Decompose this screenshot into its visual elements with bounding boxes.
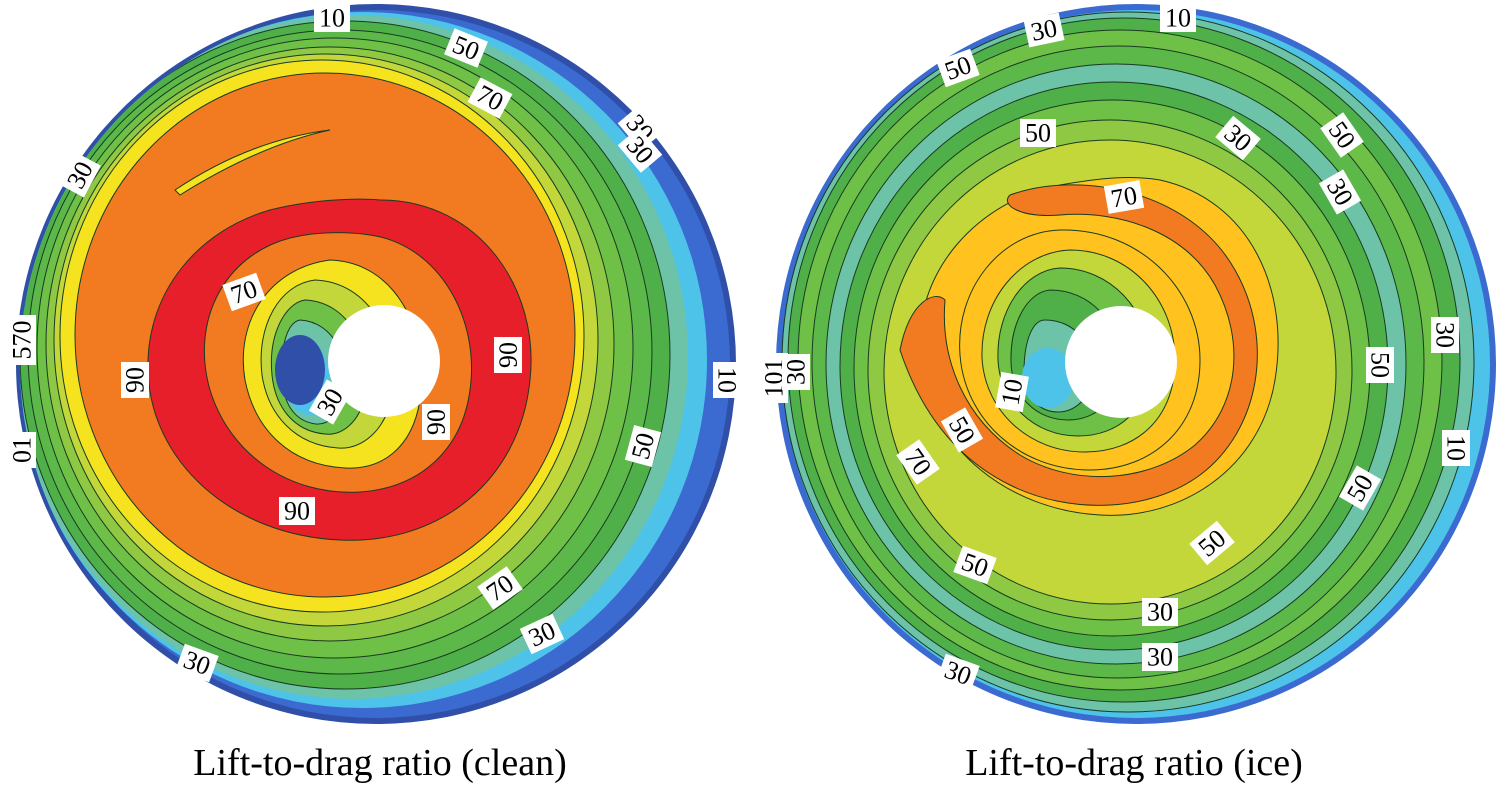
contour-label-text: 30	[1431, 322, 1460, 348]
contour-label-text: 10	[1165, 4, 1191, 33]
contour-label-ice-6: 70	[1103, 180, 1145, 214]
disc-clean-hub	[328, 305, 440, 417]
contour-label-bg	[617, 105, 663, 151]
contour-label-bg	[8, 315, 36, 365]
contour-label-bg	[308, 379, 352, 425]
contour-label-bg	[279, 497, 315, 525]
contour-label-bg	[1160, 4, 1196, 32]
contour-label-ice-5: 50	[1020, 119, 1056, 148]
contour-label-bg	[1366, 347, 1394, 383]
contour-label-text: 10	[1442, 435, 1471, 461]
band-clean-streak	[174, 129, 331, 196]
contour-label-text: 70	[1109, 180, 1140, 213]
contour-label-text: 06	[494, 342, 523, 368]
contour-label-clean-8: 90	[121, 362, 150, 398]
contour-label-clean-5: 570	[8, 315, 37, 365]
contour-label-bg	[175, 643, 219, 683]
contour-label-text: 01	[8, 437, 37, 463]
contour-label-text: 10	[319, 4, 345, 33]
contour-label-clean-15: 50	[624, 424, 662, 468]
contour-label-bg	[121, 362, 149, 398]
contour-label-bg	[8, 432, 36, 468]
contour-label-bg	[936, 653, 980, 693]
contour-label-bg	[940, 407, 984, 453]
contour-label-bg	[314, 4, 350, 32]
contour-label-ice-0: 10	[1160, 4, 1196, 33]
contour-label-text: 10	[995, 377, 1028, 408]
contour-label-clean-12: 06	[422, 404, 451, 440]
contour-label-text: 30	[1028, 13, 1059, 47]
contour-label-text: 06	[422, 409, 451, 435]
disc-clean	[16, 4, 736, 724]
contour-label-bg	[782, 354, 810, 390]
contour-label-ice-9: 30	[782, 354, 811, 390]
contour-label-ice-15: 10	[995, 371, 1029, 413]
contour-label-bg	[1020, 119, 1056, 147]
contour-label-ice-14: 30	[1431, 317, 1460, 353]
contour-label-bg	[936, 48, 980, 88]
disc-ice-hub	[1065, 306, 1177, 418]
contour-label-ice-1: 30	[1023, 12, 1065, 48]
contour-label-clean-9: 06	[494, 337, 523, 373]
contour-label-bg	[624, 424, 662, 468]
contour-label-bg	[467, 77, 513, 119]
band-clean-core	[275, 335, 325, 405]
contour-label-text: 10	[713, 367, 742, 393]
contour-label-bg	[760, 353, 788, 403]
contour-label-text: 570	[8, 321, 37, 360]
contour-label-clean-0: 10	[314, 4, 350, 33]
contour-label-text: 90	[284, 497, 310, 526]
contour-label-bg	[519, 613, 565, 655]
contour-label-text: 30	[1147, 643, 1173, 672]
contour-label-bg	[477, 566, 523, 610]
contour-label-ice-19: 30	[1142, 598, 1178, 627]
contour-label-text: 50	[1366, 352, 1395, 378]
band-ice-orange	[899, 184, 1258, 506]
contour-labels: 1050703030570013090067030069010507030301…	[8, 4, 1471, 693]
contour-label-bg	[1142, 643, 1178, 671]
contour-label-bg	[1442, 430, 1470, 466]
band-ice-core	[1022, 348, 1074, 408]
contour-label-bg	[1318, 169, 1362, 215]
contour-label-bg	[1103, 180, 1145, 214]
contour-label-bg	[422, 404, 450, 440]
contour-label-text: 30	[1147, 598, 1173, 627]
contour-label-bg	[444, 28, 488, 68]
contour-label-clean-10: 70	[222, 272, 266, 312]
contour-label-bg	[617, 127, 663, 173]
contour-label-bg	[1142, 598, 1178, 626]
contour-label-bg	[1215, 115, 1261, 161]
contour-label-ice-20: 30	[1142, 643, 1178, 672]
contour-label-ice-11: 50	[1366, 347, 1395, 383]
contour-label-clean-6: 01	[8, 432, 37, 468]
contour-label-bg	[222, 272, 266, 312]
disc-ice	[776, 4, 1496, 724]
contour-label-bg	[1189, 520, 1235, 566]
contour-label-bg	[494, 337, 522, 373]
contour-label-clean-14: 10	[713, 362, 742, 398]
contour-label-ice-10: 10	[1442, 430, 1471, 466]
contour-label-bg	[713, 362, 741, 398]
contour-label-bg	[59, 152, 101, 198]
contour-label-bg	[1338, 465, 1382, 511]
caption-ice: Lift-to-drag ratio (ice)	[965, 742, 1303, 784]
contour-label-bg	[1431, 317, 1459, 353]
contour-label-bg	[1320, 112, 1364, 158]
contour-label-text: 30	[782, 359, 811, 385]
caption-clean: Lift-to-drag ratio (clean)	[193, 742, 566, 784]
contour-label-bg	[1023, 12, 1065, 48]
contour-label-clean-13: 90	[279, 497, 315, 526]
contour-label-ice-13: 50	[940, 407, 984, 453]
contour-label-text: 50	[1025, 119, 1051, 148]
contour-label-bg	[995, 371, 1029, 413]
contour-label-bg	[953, 545, 997, 585]
contour-label-ice-2: 50	[936, 48, 980, 88]
contour-label-bg	[896, 439, 940, 485]
contour-label-text: 90	[121, 367, 150, 393]
